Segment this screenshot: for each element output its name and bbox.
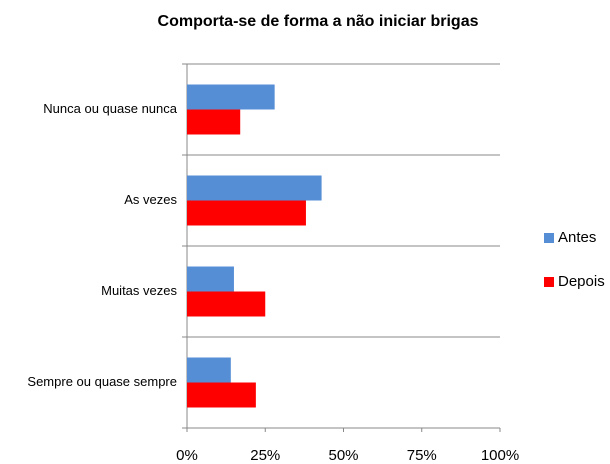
- legend-swatch: [544, 277, 554, 287]
- legend-label: Depois: [558, 273, 605, 290]
- x-tick-label: 75%: [407, 447, 437, 464]
- legend-swatch: [544, 233, 554, 243]
- y-tick-label: As vezes: [124, 192, 177, 207]
- x-tick-label: 25%: [250, 447, 280, 464]
- bar: [187, 357, 231, 383]
- x-tick-label: 0%: [176, 447, 198, 464]
- y-tick-label: Muitas vezes: [101, 283, 177, 298]
- y-tick-label: Nunca ou quase nunca: [43, 101, 177, 116]
- bar: [187, 84, 275, 110]
- bar: [187, 109, 241, 135]
- legend-label: Antes: [558, 229, 596, 246]
- bar: [187, 175, 322, 201]
- y-tick-label: Sempre ou quase sempre: [27, 374, 177, 389]
- chart-title: Comporta-se de forma a não iniciar briga…: [158, 13, 479, 30]
- bar: [187, 266, 234, 292]
- bar: [187, 382, 256, 408]
- bar: [187, 200, 306, 226]
- x-tick-label: 50%: [328, 447, 358, 464]
- x-tick-label: 100%: [481, 447, 519, 464]
- bar: [187, 291, 266, 317]
